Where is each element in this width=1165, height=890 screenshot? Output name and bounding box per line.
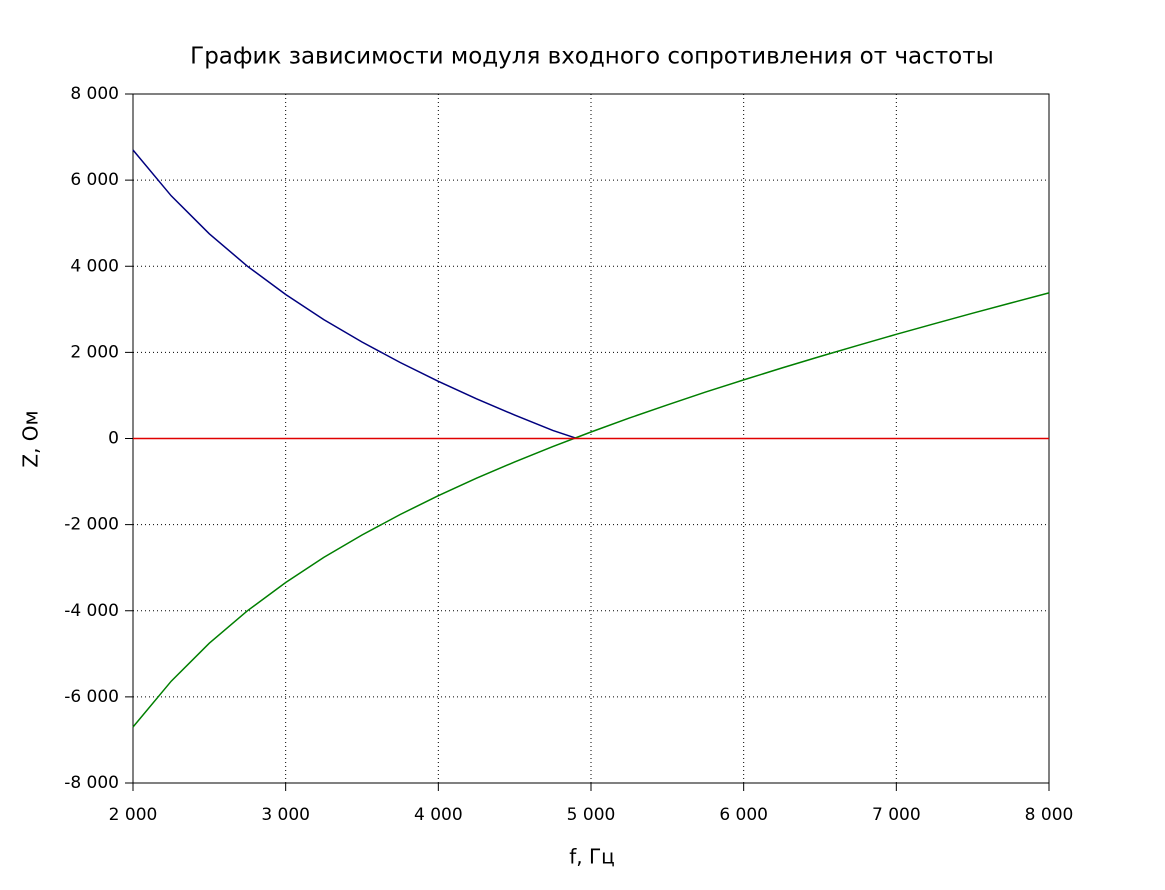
y-tick-label: 6 000 <box>70 170 119 190</box>
y-tick-label: -4 000 <box>64 601 119 621</box>
y-axis-label: Z, Ом <box>19 410 43 467</box>
y-tick-label: 4 000 <box>70 256 119 276</box>
y-tick-label: 2 000 <box>70 342 119 362</box>
series-line <box>132 292 1050 728</box>
y-tick-label: -6 000 <box>64 687 119 707</box>
y-tick-label: 8 000 <box>70 84 119 104</box>
x-tick-label: 7 000 <box>872 805 921 825</box>
x-tick-label: 8 000 <box>1025 805 1074 825</box>
x-axis-label: f, Гц <box>569 845 615 869</box>
x-tick-label: 2 000 <box>109 805 158 825</box>
x-tick-label: 6 000 <box>719 805 768 825</box>
x-tick-label: 4 000 <box>414 805 463 825</box>
y-tick-label: -2 000 <box>64 515 119 535</box>
x-tick-label: 5 000 <box>567 805 616 825</box>
y-tick-label: -8 000 <box>64 773 119 793</box>
x-tick-label: 3 000 <box>261 805 310 825</box>
series-line <box>132 149 576 439</box>
y-tick-label: 0 <box>108 429 119 449</box>
chart-title: График зависимости модуля входного сопро… <box>190 44 994 70</box>
